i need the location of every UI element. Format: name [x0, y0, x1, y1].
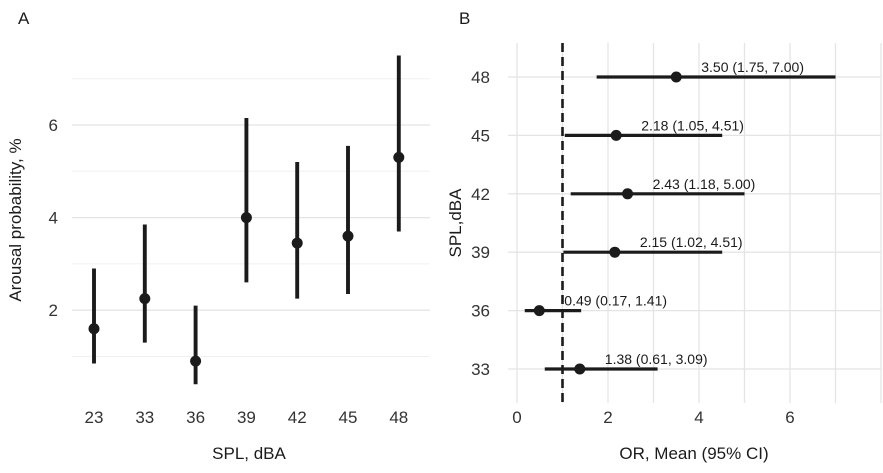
or-point — [533, 305, 545, 317]
or-point — [610, 129, 622, 141]
x-tick-label: 33 — [135, 408, 154, 427]
or-point — [609, 246, 621, 258]
x-tick-label: 36 — [186, 408, 205, 427]
panel-a-chart: 2 4 6 23 33 36 39 42 45 48 SPL, dBA Arousal probabi… — [6, 55, 430, 463]
or-point — [670, 71, 682, 83]
y-tick-label: 45 — [471, 126, 490, 145]
mean-point — [139, 293, 151, 305]
mean-point — [240, 212, 252, 224]
y-tick-label: 39 — [471, 243, 490, 262]
x-tick-label: 6 — [785, 408, 794, 427]
x-tick-label: 48 — [389, 408, 408, 427]
y-tick-label: 6 — [49, 116, 58, 135]
y-axis-title: Arousal probability, % — [6, 138, 25, 301]
mean-point — [393, 151, 405, 163]
ci-value-label: 2.15 (1.02, 4.51) — [640, 234, 743, 250]
ci-value-label: 0.49 (0.17, 1.41) — [564, 293, 667, 309]
ci-value-label: 1.38 (0.61, 3.09) — [605, 351, 708, 367]
mean-point — [291, 237, 303, 249]
ci-value-label: 2.43 (1.18, 5.00) — [653, 176, 756, 192]
y-tick-label: 4 — [49, 209, 58, 228]
x-tick-label: 4 — [694, 408, 703, 427]
x-tick-label: 45 — [339, 408, 358, 427]
y-tick-label: 2 — [49, 301, 58, 320]
mean-point — [88, 323, 100, 335]
x-tick-label: 0 — [512, 408, 521, 427]
mean-point — [190, 355, 202, 367]
x-tick-label: 42 — [288, 408, 307, 427]
panel-b-label: B — [459, 9, 471, 28]
ci-value-label: 3.50 (1.75, 7.00) — [701, 59, 804, 75]
x-tick-label: 23 — [85, 408, 104, 427]
y-tick-label: 48 — [471, 68, 490, 87]
x-axis-title: OR, Mean (95% CI) — [619, 444, 768, 463]
or-point — [622, 188, 634, 200]
ci-value-label: 2.18 (1.05, 4.51) — [641, 117, 744, 133]
y-tick-label: 42 — [471, 185, 490, 204]
y-axis-title: SPL,dBA — [446, 188, 465, 258]
x-tick-label: 39 — [237, 408, 256, 427]
x-axis-title: SPL, dBA — [212, 444, 286, 463]
mean-point — [342, 230, 354, 242]
panel-b-chart: 3.50 (1.75, 7.00) 48 2.18 (1.05, 4.51) 45 2.… — [446, 43, 882, 463]
x-tick-label: 2 — [603, 408, 612, 427]
or-point — [574, 363, 586, 375]
panel-a-label: A — [18, 9, 30, 28]
y-tick-label: 33 — [471, 360, 490, 379]
y-tick-label: 36 — [471, 302, 490, 321]
